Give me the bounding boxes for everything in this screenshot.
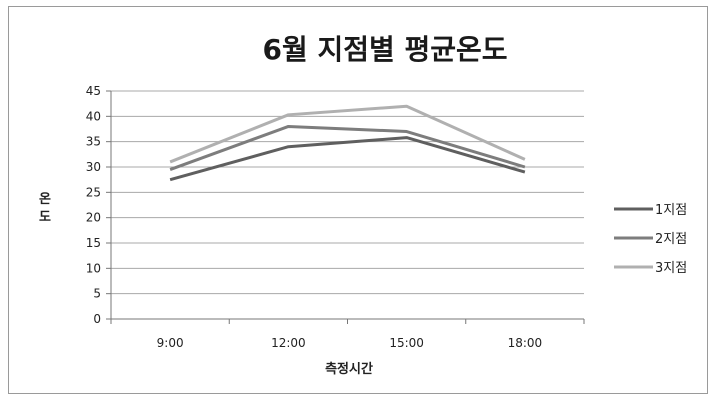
- series-lines: [169, 104, 526, 182]
- y-tick-label: 10: [86, 261, 101, 275]
- x-tick-label: 9:00: [157, 336, 184, 350]
- legend-label: 2지점: [655, 232, 687, 247]
- y-axis-label: 온도: [39, 192, 51, 225]
- y-axis-label-char: 온: [39, 192, 51, 207]
- axes: [110, 91, 585, 324]
- y-tick-label: 20: [86, 211, 101, 225]
- y-tick-label: 25: [86, 185, 101, 199]
- series-line: [169, 136, 526, 182]
- y-tick-label: 40: [86, 109, 101, 123]
- chart-canvas: 6월 지점별 평균온도 0 5 10 15 20 25 30 35 40 45 9:00 12:00…: [39, 33, 687, 377]
- series-line: [169, 104, 526, 164]
- legend: 1지점 2지점 3지점: [614, 203, 687, 276]
- x-tick-label: 15:00: [389, 336, 424, 350]
- chart-frame: 6월 지점별 평균온도 0 5 10 15 20 25 30 35 40 45 9:00 12:00…: [8, 6, 708, 394]
- y-tick-label: 5: [93, 287, 101, 301]
- series-line: [169, 124, 526, 171]
- legend-label: 3지점: [655, 261, 687, 276]
- legend-label: 1지점: [655, 203, 687, 218]
- x-tick-label: 18:00: [508, 336, 543, 350]
- y-tick-label: 35: [86, 135, 101, 149]
- y-tick-label: 30: [86, 160, 101, 174]
- x-tick-labels: 9:00 12:00 15:00 18:00: [157, 336, 543, 350]
- y-tick-label: 0: [93, 312, 101, 326]
- x-tick-label: 12:00: [271, 336, 306, 350]
- y-tick-label: 45: [86, 84, 101, 98]
- y-axis-label-char: 도: [39, 210, 51, 225]
- gridlines: [111, 90, 584, 295]
- y-tick-label: 15: [86, 236, 101, 250]
- y-tick-labels: 0 5 10 15 20 25 30 35 40 45: [86, 84, 111, 326]
- chart-title: 6월 지점별 평균온도: [262, 33, 507, 66]
- x-axis-label: 측정시간: [325, 361, 373, 377]
